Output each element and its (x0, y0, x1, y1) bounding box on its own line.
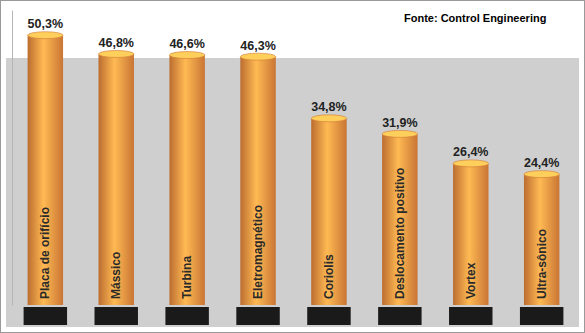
bar (169, 55, 204, 305)
data-labels: 50,3% 46,8% 46,6% 46,3% 34,8% 31,9% 26,4% 24,4% (28, 17, 560, 170)
bar-base (449, 307, 492, 325)
bar-cap (28, 32, 63, 39)
data-label: 46,8% (99, 36, 134, 50)
bar-base (165, 307, 208, 325)
x-tick-labels: Placa de orifício Mássico Turbina Eletromag… (38, 168, 548, 299)
x-tick-label: Eletromagnético (251, 205, 265, 299)
bar-cap (169, 52, 204, 59)
x-tick-label: Coriolis (322, 254, 336, 299)
annotation-box (398, 9, 568, 27)
x-tick-label: Vortex (464, 262, 478, 299)
bar-cap (453, 160, 488, 167)
data-label: 46,6% (169, 37, 204, 51)
bar (28, 35, 63, 305)
x-tick-label: Ultra-sônico (535, 229, 549, 299)
bar-base (236, 307, 279, 325)
bar (524, 174, 559, 305)
data-label: 31,9% (382, 116, 417, 130)
data-label: 34,8% (311, 100, 346, 114)
bar (240, 57, 275, 305)
x-tick-label: Placa de orifício (38, 207, 52, 299)
bar-cap (311, 115, 346, 122)
x-tick-label: Deslocamento positivo (393, 168, 407, 299)
bar (382, 134, 417, 305)
chart: Placa de orifício Mássico Turbina Eletromag… (0, 0, 585, 333)
annotations: Fonte: Control Engineering (398, 9, 568, 27)
bar-bases (24, 307, 564, 325)
bar (453, 163, 488, 305)
frame (1, 1, 585, 333)
annotation: Fonte: Control Engineering (404, 12, 546, 24)
bar-base (24, 307, 67, 325)
y-axis (12, 11, 13, 306)
x-tick-label: Mássico (109, 252, 123, 299)
bar (311, 118, 346, 305)
bar-cap (99, 50, 134, 57)
plot-background (6, 58, 579, 327)
bar-cap (524, 171, 559, 178)
data-label: 46,3% (240, 39, 275, 53)
bar (99, 54, 134, 305)
bars (28, 32, 560, 305)
bar-cap (240, 53, 275, 60)
bar-base (95, 307, 138, 325)
bar-base (378, 307, 421, 325)
x-tick-label: Turbina (180, 256, 194, 299)
bar-base (307, 307, 350, 325)
y-axis-line (12, 11, 13, 306)
data-label: 24,4% (524, 156, 559, 170)
data-label: 26,4% (453, 145, 488, 159)
bar-cap (382, 130, 417, 137)
data-label: 50,3% (28, 17, 63, 31)
bar-base (520, 307, 563, 325)
